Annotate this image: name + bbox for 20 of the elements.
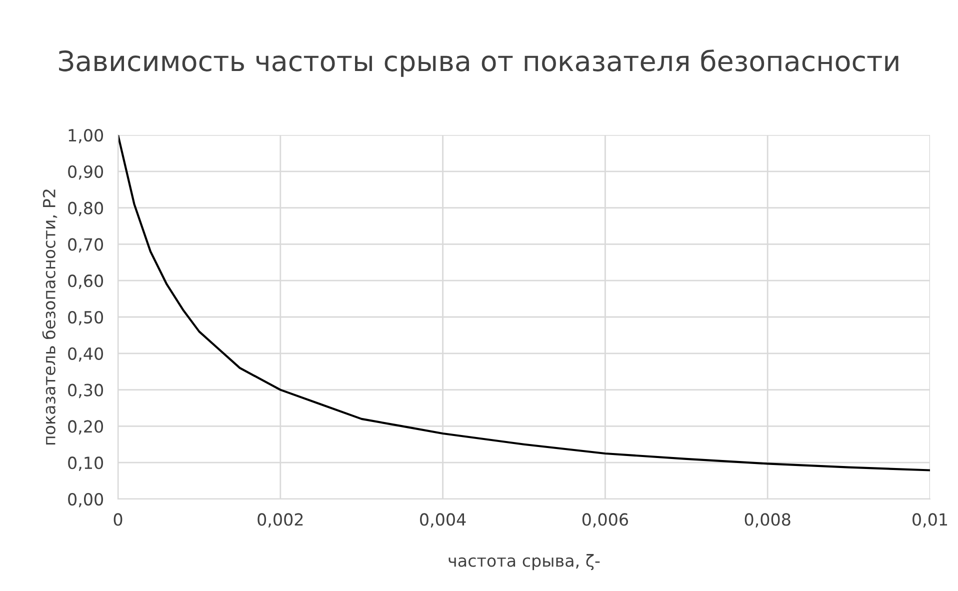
y-axis-title: показатель безопасности, P2 (42, 190, 58, 445)
x-tick-label: 0,008 (744, 513, 790, 528)
x-tick-label: 0,006 (582, 513, 628, 528)
y-tick-label: 0,40 (68, 347, 104, 362)
y-tick-label: 0,00 (68, 492, 104, 508)
x-tick-label: 0 (114, 513, 122, 526)
y-tick-label: 0,20 (68, 420, 104, 434)
chart-title: Зависимость частоты срыва от показателя безопасности (59, 49, 898, 77)
x-tick-label: 0,004 (420, 513, 466, 528)
x-axis-title: частота срыва, ζ- (448, 554, 600, 570)
y-tick-label: 0,10 (68, 456, 104, 471)
y-tick-label: 0,60 (68, 274, 104, 289)
y-tick-label: 0,70 (68, 238, 104, 252)
x-tick-label: 0,002 (258, 513, 303, 528)
y-tick-label: 0,50 (68, 310, 104, 326)
y-tick-label: 1,00 (68, 128, 104, 144)
y-tick-label: 0,90 (68, 165, 104, 180)
x-tick-label: 0,01 (912, 513, 948, 528)
y-tick-label: 0,80 (68, 202, 104, 216)
y-tick-label: 0,30 (68, 384, 104, 398)
